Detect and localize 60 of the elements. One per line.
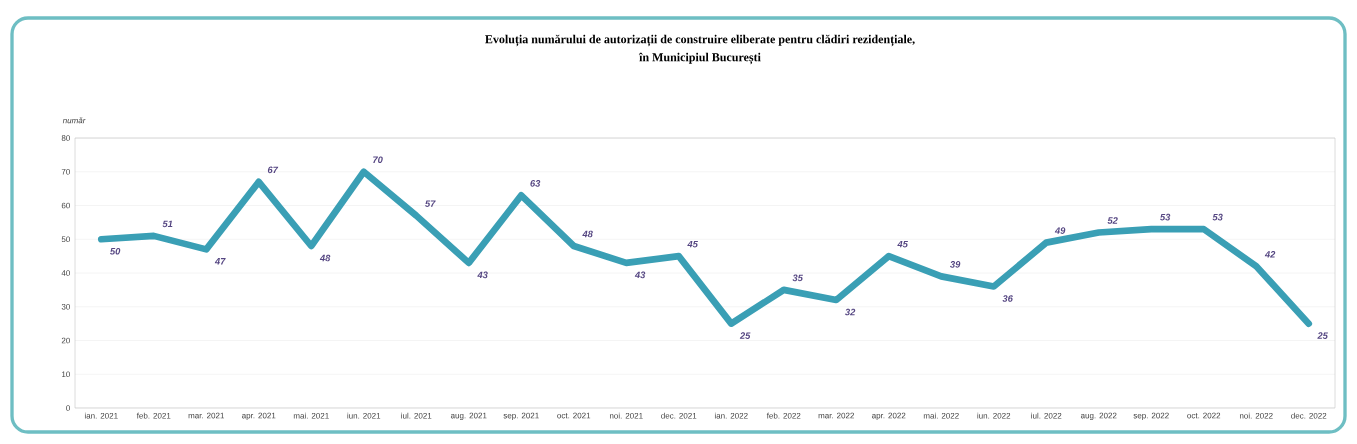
- x-tick-label: ian. 2021: [84, 412, 118, 419]
- x-tick-label: feb. 2022: [766, 412, 801, 419]
- data-label: 53: [1160, 213, 1171, 221]
- x-tick-label: apr. 2022: [872, 412, 906, 420]
- data-label: 45: [687, 240, 698, 248]
- x-tick-label: noi. 2022: [1239, 412, 1273, 419]
- y-tick-label: 70: [61, 168, 70, 175]
- x-tick-label: iun. 2022: [977, 412, 1011, 419]
- chart-subtitle: în Municipiul București: [638, 52, 761, 65]
- data-label: 48: [319, 254, 331, 262]
- y-tick-label: 30: [61, 303, 70, 310]
- x-tick-label: iul. 2021: [401, 412, 432, 419]
- x-tick-label: feb. 2021: [136, 412, 171, 419]
- x-tick-label: oct. 2021: [557, 412, 591, 419]
- x-tick-label: mar. 2022: [818, 412, 855, 419]
- data-label: 39: [950, 261, 961, 268]
- x-tick-label: mar. 2021: [188, 412, 225, 419]
- x-tick-label: noi. 2021: [609, 412, 643, 419]
- data-label: 47: [214, 258, 226, 265]
- y-tick-label: 40: [61, 270, 70, 276]
- data-label: 49: [1054, 227, 1066, 234]
- x-tick-label: dec. 2021: [661, 412, 697, 419]
- x-tick-label: ian. 2022: [714, 412, 748, 419]
- data-label: 25: [739, 332, 751, 339]
- x-tick-label: sep. 2022: [1133, 412, 1169, 420]
- x-tick-label: sep. 2021: [503, 412, 539, 420]
- y-tick-label: 50: [61, 236, 70, 243]
- data-label: 32: [845, 308, 856, 316]
- y-tick-label: 20: [61, 337, 70, 344]
- data-label: 52: [1107, 217, 1118, 224]
- data-label: 67: [267, 166, 279, 174]
- data-label: 53: [1212, 213, 1223, 221]
- data-label: 43: [634, 271, 646, 279]
- x-tick-label: apr. 2021: [242, 412, 276, 420]
- chart-title: Evoluția numărului de autorizații de construire eliberate pentru clădiri rezidențiale,: [485, 34, 915, 47]
- x-tick-label: oct. 2022: [1187, 412, 1221, 419]
- data-label: 35: [792, 274, 803, 282]
- data-label: 70: [373, 156, 383, 164]
- y-tick-label: 80: [61, 135, 70, 141]
- y-axis-title: număr: [62, 117, 86, 124]
- data-label: 36: [1002, 295, 1013, 302]
- x-tick-label: aug. 2021: [450, 412, 487, 420]
- data-label: 57: [425, 200, 436, 207]
- data-label: 50: [110, 247, 121, 255]
- x-tick-label: mai. 2021: [293, 412, 329, 419]
- x-tick-label: aug. 2022: [1080, 412, 1117, 420]
- data-label: 51: [162, 220, 173, 228]
- data-label: 25: [1317, 332, 1328, 339]
- y-tick-label: 10: [62, 371, 70, 378]
- y-tick-label: 60: [61, 202, 70, 209]
- x-tick-label: iul. 2022: [1031, 412, 1062, 419]
- data-label: 43: [477, 271, 488, 279]
- data-label: 48: [582, 230, 593, 238]
- y-tick-label: 0: [66, 405, 70, 411]
- x-tick-label: dec. 2022: [1291, 412, 1327, 419]
- data-label: 63: [530, 180, 541, 187]
- data-label: 45: [897, 240, 908, 248]
- data-label: 42: [1264, 251, 1276, 258]
- x-tick-label: iun. 2021: [347, 412, 381, 419]
- x-tick-label: mai. 2022: [923, 412, 959, 419]
